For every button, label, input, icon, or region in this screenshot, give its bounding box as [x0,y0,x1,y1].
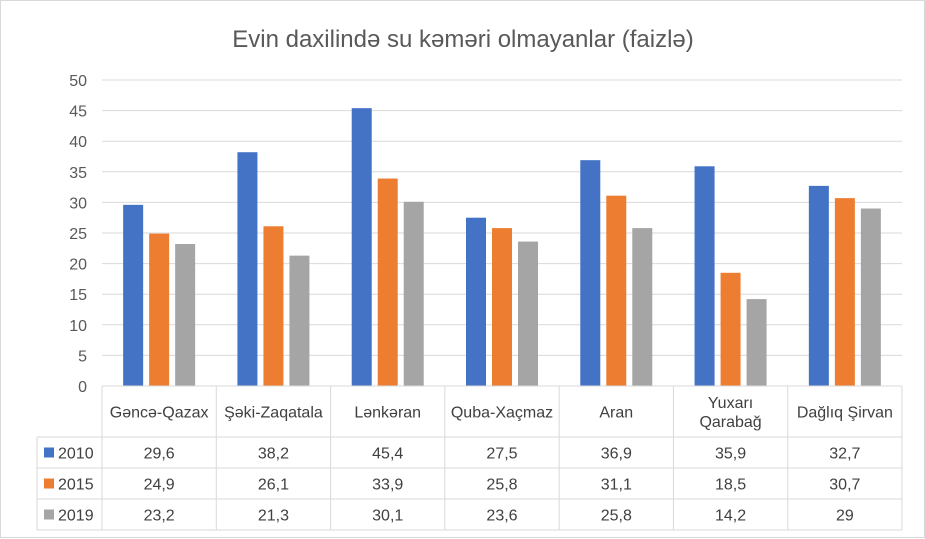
bar-2015-2 [377,178,398,386]
bar-2019-6 [860,208,881,386]
table-cell: 33,9 [372,477,403,494]
y-tick-label: 10 [69,318,87,335]
bar-2019-2 [403,201,424,386]
bar-2015-3 [492,228,512,386]
table-cell: 25,8 [601,508,632,525]
bar-2019-4 [632,228,653,386]
y-tick-label: 40 [69,134,87,151]
category-label: Lənkəran [354,405,421,422]
category-label: Aran [599,405,633,422]
y-tick-label: 35 [69,165,87,182]
bar-2015-0 [149,233,170,386]
category-label: Quba-Xaçmaz [451,405,553,422]
data-table: Gəncə-Qazax Şəki-Zaqatala Lənkəran Quba-Xaç… [36,385,903,531]
table-cell: 23,6 [486,508,517,525]
table-cell: 18,5 [715,477,746,494]
table-cell: 30,1 [372,508,403,525]
bar-2010-3 [466,217,486,386]
legend-label: 2010 [58,446,94,463]
bar-2019-3 [518,241,538,386]
table-cell: 32,7 [829,446,860,463]
table-cell: 24,9 [144,477,175,494]
bar-2015-1 [263,226,284,386]
y-tick-label: 50 [69,73,87,90]
y-tick-label: 0 [78,379,87,396]
bar-2019-1 [289,255,310,386]
legend-key-2010 [44,447,54,458]
table-cell: 26,1 [258,477,289,494]
table-cell: 35,9 [715,446,746,463]
table-cell: 38,2 [258,446,289,463]
bars [123,108,881,386]
bar-2010-4 [580,160,601,386]
legend-label: 2015 [58,477,94,494]
table-cell: 30,7 [829,477,860,494]
legend-key-2019 [44,509,54,520]
category-label: Yuxarı [708,395,753,412]
bar-2010-0 [123,204,144,386]
y-tick-label: 30 [69,195,87,212]
bar-2015-6 [834,198,855,386]
bar-2019-5 [746,299,767,386]
bar-2010-6 [808,185,829,386]
y-tick-label: 25 [69,226,87,243]
bar-2015-4 [606,195,627,386]
table-cell: 29,6 [144,446,175,463]
table-cell: 29 [836,508,854,525]
y-tick-label: 20 [69,257,87,274]
category-label: Şəki-Zaqatala [224,405,323,422]
table-cell: 25,8 [486,477,517,494]
table-cell: 14,2 [715,508,746,525]
category-label: Dağlıq Şirvan [797,405,893,422]
category-label: Gəncə-Qazax [110,405,209,422]
category-label: Qarabağ [699,414,761,431]
table-cell: 31,1 [601,477,632,494]
table-cell: 36,9 [601,446,632,463]
table-cell: 23,2 [144,508,175,525]
chart-title: Evin daxilində su kəməri olmayanlar (fai… [232,26,694,53]
legend-key-2015 [44,478,54,489]
bar-2015-5 [720,272,741,386]
y-tick-label: 15 [69,287,87,304]
table-cell: 21,3 [258,508,289,525]
legend-label: 2019 [58,508,94,525]
bar-2010-1 [237,152,258,386]
y-tick-label: 5 [78,348,87,365]
table-cell: 45,4 [372,446,403,463]
bar-2019-0 [175,244,196,386]
bar-2010-5 [694,166,715,386]
y-tick-label: 45 [69,104,87,121]
table-cell: 27,5 [486,446,517,463]
y-axis-ticks: 0 5 10 15 20 25 30 35 40 45 50 [69,73,87,396]
bar-2010-2 [351,108,372,386]
